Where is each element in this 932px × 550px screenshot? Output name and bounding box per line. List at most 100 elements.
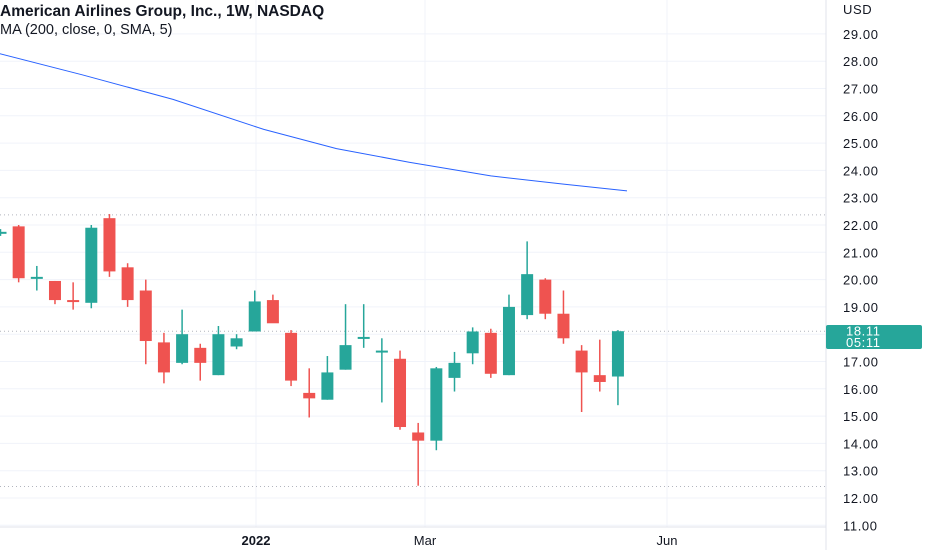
candle[interactable] [248,290,261,332]
candle-body-up [230,338,243,347]
price-axis-currency: USD [843,2,872,17]
candle[interactable] [194,343,207,381]
bar-countdown: 05:11 [846,335,881,350]
candle[interactable] [502,294,515,376]
candle[interactable] [157,332,170,384]
candle[interactable] [375,338,388,403]
time-tick-label: 2022 [242,533,271,548]
price-tick-label: 14.00 [843,436,879,451]
candle[interactable] [12,225,25,283]
price-axis[interactable]: 29.00 28.00 27.00 26.00 25.00 24.00 23.00 22.00… [843,27,879,533]
candle[interactable] [539,278,552,320]
chart-legend: American Airlines Group, Inc., 1W, NASDA… [0,2,324,40]
candle-body-up [321,372,334,400]
candle-body-up [248,301,261,332]
candle-body-down [557,313,570,339]
price-tick-label: 28.00 [843,54,879,69]
candle-body-up [212,334,225,376]
price-tick-label: 23.00 [843,191,879,206]
candle[interactable] [30,265,43,291]
candle[interactable] [303,368,316,418]
candle-body-down [303,392,316,399]
candle[interactable] [430,366,443,451]
candle[interactable] [212,326,225,376]
price-tick-label: 12.00 [843,491,879,506]
price-tick-label: 27.00 [843,82,879,97]
candle-body-down [285,332,298,381]
candle[interactable] [67,282,80,310]
candle[interactable] [484,328,497,378]
price-tick-label: 17.00 [843,355,879,370]
candle[interactable] [121,263,134,307]
candle[interactable] [0,229,7,236]
symbol-title[interactable]: American Airlines Group, Inc., 1W, NASDA… [0,3,325,20]
candle-body-up [375,350,388,353]
last-price-value: 18.11 [846,324,881,339]
candle[interactable] [448,351,461,392]
candle[interactable] [466,327,479,365]
price-tick-label: 19.00 [843,300,879,315]
price-tick-label: 11.00 [843,518,878,533]
candle-body-down [12,226,25,279]
candle[interactable] [230,334,243,350]
candle-body-down [593,375,606,382]
candle[interactable] [85,225,98,309]
candle[interactable] [266,294,279,324]
candle[interactable] [48,280,61,305]
price-tick-label: 26.00 [843,109,879,124]
candle-body-down [67,300,80,303]
candle[interactable] [394,350,407,430]
candle-body-up [339,345,352,370]
last-price-badge-bg [826,325,922,349]
candle-body-up [30,276,43,279]
candle-body-up [85,227,98,303]
candle-body-down [103,218,116,272]
last-price-badge: 18.11 05:11 [826,324,922,350]
time-axis[interactable]: 2022 Mar Jun [242,533,678,548]
candle-body-down [266,300,279,324]
candle[interactable] [521,241,534,320]
candle-body-down [157,342,170,373]
price-tick-label: 24.00 [843,163,879,178]
candle-body-down [139,290,152,342]
candlestick-series[interactable] [0,214,624,486]
candle[interactable] [103,214,116,277]
candle-body-down [484,332,497,374]
price-tick-label: 29.00 [843,27,879,42]
candle[interactable] [139,279,152,365]
candle-body-down [48,280,61,301]
time-tick-label: Jun [657,533,678,548]
candle-body-up [521,274,534,316]
reference-lines [0,214,826,488]
candle[interactable] [611,330,624,406]
candle-body-up [611,331,624,377]
candle[interactable] [285,330,298,387]
candle[interactable] [412,422,425,486]
candle[interactable] [321,356,334,400]
indicator-label[interactable]: MA (200, close, 0, SMA, 5) [0,22,173,38]
candle-body-up [357,336,370,339]
candle-body-up [430,368,443,441]
candle-body-down [394,358,407,428]
candle-body-up [466,331,479,354]
candle-body-down [575,350,588,373]
grid-lines [0,0,826,527]
ma-line [0,53,628,192]
candle[interactable] [176,309,189,365]
candle-body-up [448,362,461,378]
candle-body-down [121,267,134,301]
candle[interactable] [357,304,370,348]
candle[interactable] [593,339,606,392]
candle-body-up [176,334,189,363]
price-tick-label: 20.00 [843,273,879,288]
time-tick-label: Mar [414,533,437,548]
candle[interactable] [575,345,588,413]
candle-body-up [0,231,7,234]
candle-body-down [412,432,425,441]
candle[interactable] [557,290,570,344]
candle[interactable] [339,304,352,370]
moving-average [0,53,628,192]
price-tick-label: 25.00 [843,136,879,151]
candle-body-down [194,347,207,363]
